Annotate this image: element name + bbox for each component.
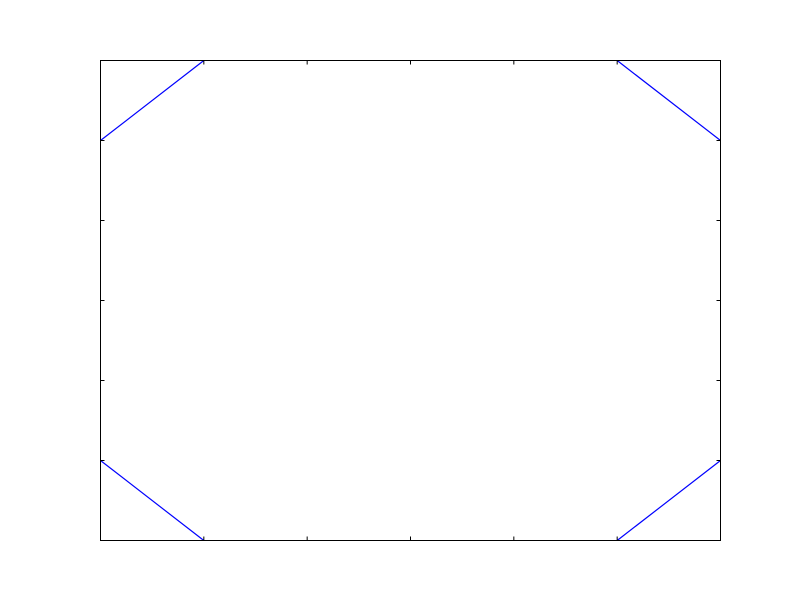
ticks-layer: [101, 61, 721, 541]
series-layer: [101, 61, 721, 541]
series-line-1: [101, 61, 204, 141]
series-line-4: [617, 461, 720, 541]
series-line-3: [101, 461, 204, 541]
series-line-2: [617, 61, 720, 141]
axes-frame: [101, 61, 721, 541]
